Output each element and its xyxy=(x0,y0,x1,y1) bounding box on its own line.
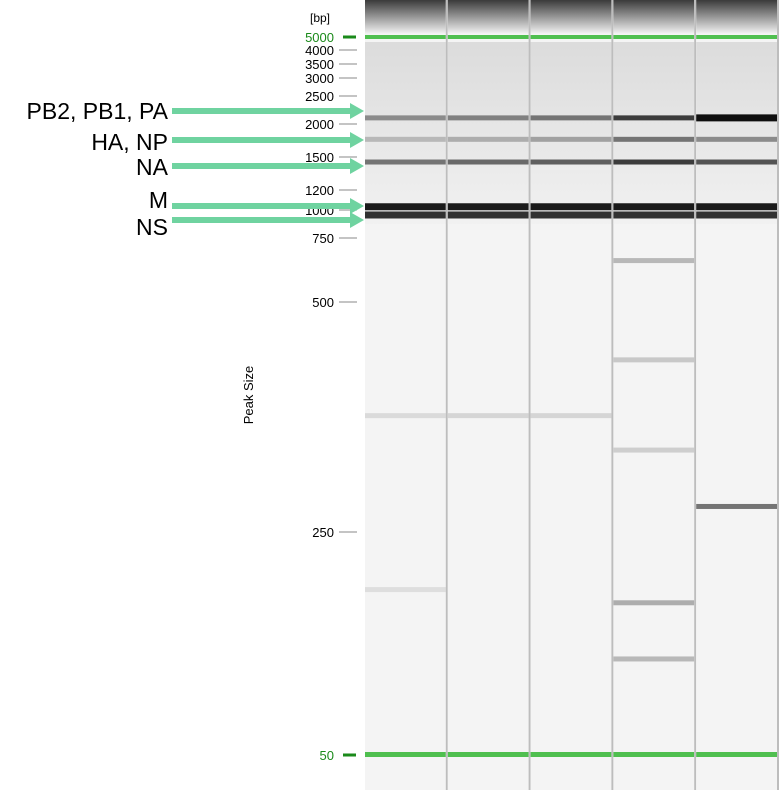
band xyxy=(365,203,446,211)
segment-arrow-3: NA xyxy=(136,154,364,180)
band xyxy=(365,413,446,419)
segment-label: HA, NP xyxy=(91,129,168,155)
segment-label: M xyxy=(149,187,168,213)
upper-marker-band xyxy=(696,35,777,39)
lane-haze xyxy=(530,42,612,224)
lane-haze xyxy=(365,42,446,224)
band xyxy=(613,447,695,453)
band xyxy=(530,211,612,219)
band xyxy=(696,203,777,211)
segment-label: PB2, PB1, PA xyxy=(27,98,169,124)
band xyxy=(613,203,695,211)
band xyxy=(530,203,612,211)
band xyxy=(365,136,446,142)
tick-label-2000: 2000 xyxy=(305,117,334,132)
segment-arrow-4: M xyxy=(149,187,364,214)
tick-label-500: 500 xyxy=(312,295,334,310)
tick-label-2500: 2500 xyxy=(305,89,334,104)
band xyxy=(696,136,777,142)
band xyxy=(613,656,695,662)
arrow-head-icon xyxy=(350,103,364,119)
arrow-shaft xyxy=(172,137,352,143)
axis-unit-label: [bp] xyxy=(310,11,330,25)
tick-label-250: 250 xyxy=(312,525,334,540)
band xyxy=(365,211,446,219)
band xyxy=(365,159,446,165)
tick-label-1500: 1500 xyxy=(305,150,334,165)
band xyxy=(696,503,777,509)
tick-label-4000: 4000 xyxy=(305,43,334,58)
segment-arrow-5: NS xyxy=(136,212,364,240)
gel-lane-1 xyxy=(365,0,448,790)
lane-haze xyxy=(696,42,777,224)
band xyxy=(365,587,446,593)
band xyxy=(530,136,612,142)
band xyxy=(613,115,695,121)
lower-marker-band xyxy=(696,752,777,757)
upper-marker-band xyxy=(613,35,695,39)
lane-top-smear xyxy=(613,0,695,34)
arrow-shaft xyxy=(172,217,352,223)
tick-label-3500: 3500 xyxy=(305,57,334,72)
lane-haze xyxy=(613,42,695,224)
band xyxy=(613,357,695,363)
band xyxy=(447,203,529,211)
lower-marker-band xyxy=(530,752,612,757)
band xyxy=(530,413,612,419)
band xyxy=(696,159,777,165)
lane-top-smear xyxy=(696,0,777,34)
lane-haze xyxy=(447,42,529,224)
tick-label-5000: 5000 xyxy=(305,30,334,45)
band xyxy=(447,136,529,142)
band xyxy=(447,115,529,121)
lower-marker-band xyxy=(447,752,529,757)
band xyxy=(365,115,446,121)
segment-label: NA xyxy=(136,154,169,180)
arrow-head-icon xyxy=(350,212,364,228)
lane-top-smear xyxy=(530,0,612,34)
upper-marker-band xyxy=(365,35,446,39)
band xyxy=(696,211,777,219)
band xyxy=(613,136,695,142)
band xyxy=(530,159,612,165)
band xyxy=(447,159,529,165)
band xyxy=(447,413,529,419)
arrow-head-icon xyxy=(350,198,364,214)
tick-label-3000: 3000 xyxy=(305,71,334,86)
band xyxy=(613,211,695,219)
band xyxy=(530,115,612,121)
segment-label: NS xyxy=(136,214,168,240)
axis-title: Peak Size xyxy=(241,366,256,425)
band xyxy=(696,114,777,122)
segment-arrow-1: PB2, PB1, PA xyxy=(27,98,364,124)
tick-label-750: 750 xyxy=(312,231,334,246)
gel-lane-3 xyxy=(530,0,614,790)
arrow-shaft xyxy=(172,163,352,169)
lower-marker-band xyxy=(365,752,446,757)
lane-top-smear xyxy=(365,0,446,34)
upper-marker-band xyxy=(530,35,612,39)
tick-label-50: 50 xyxy=(320,748,334,763)
segment-arrow-2: HA, NP xyxy=(91,129,364,155)
gel-lane-4 xyxy=(613,0,697,790)
arrow-shaft xyxy=(172,108,352,114)
lane-top-smear xyxy=(447,0,529,34)
arrow-head-icon xyxy=(350,158,364,174)
gel-lane-2 xyxy=(447,0,531,790)
arrow-shaft xyxy=(172,203,352,209)
tick-label-1200: 1200 xyxy=(305,183,334,198)
gel-lanes xyxy=(365,0,779,790)
gel-lane-5 xyxy=(696,0,779,790)
band xyxy=(613,159,695,165)
band xyxy=(447,211,529,219)
band xyxy=(613,600,695,606)
upper-marker-band xyxy=(447,35,529,39)
arrow-head-icon xyxy=(350,132,364,148)
lower-marker-band xyxy=(613,752,695,757)
band xyxy=(613,258,695,264)
